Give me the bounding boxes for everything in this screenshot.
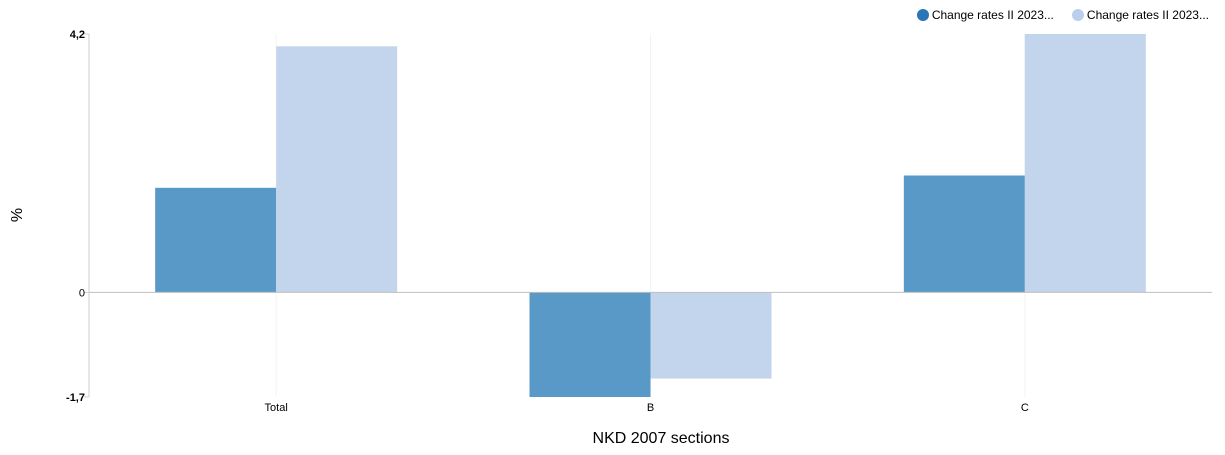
x-tick-label: C <box>1021 402 1029 414</box>
y-axis-title: % <box>9 208 26 222</box>
bar-series-2-b <box>650 292 772 379</box>
bar-series-1-total <box>155 187 277 293</box>
x-axis-title: NKD 2007 sections <box>593 430 730 447</box>
y-tick-label: 4,2 <box>70 29 85 41</box>
bar-series-2-total <box>276 46 398 293</box>
legend-item-series-2[interactable]: Change rates II 2023... <box>1071 8 1209 22</box>
legend-item-series-1[interactable]: Change rates II 2023... <box>916 8 1054 22</box>
legend-label-series-2: Change rates II 2023... <box>1086 8 1209 22</box>
y-tick-label: 0 <box>79 287 85 299</box>
bar-series-1-c <box>903 175 1025 293</box>
legend-label-series-1: Change rates II 2023... <box>931 8 1054 22</box>
legend-marker-series-2 <box>1071 9 1084 21</box>
x-tick-label: B <box>647 402 654 414</box>
legend: Change rates II 2023... Change rates II … <box>916 8 1209 22</box>
bar-series-1-b <box>529 292 651 397</box>
y-tick-label: -1,7 <box>66 392 85 404</box>
x-tick-label: Total <box>265 402 288 414</box>
legend-marker-series-1 <box>916 9 929 21</box>
bar-series-2-c <box>1024 34 1146 293</box>
